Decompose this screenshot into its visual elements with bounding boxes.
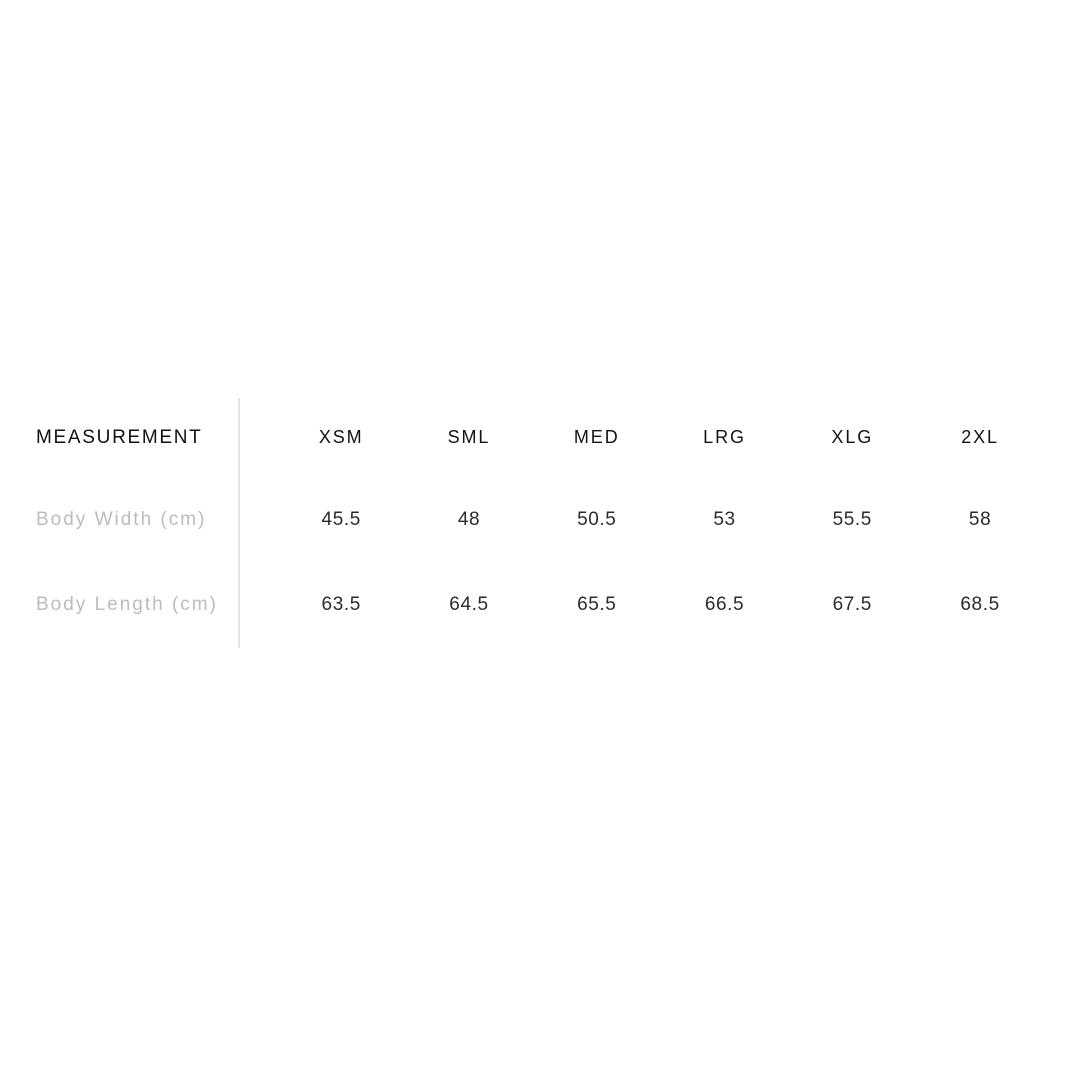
size-header-xlg: XLG (831, 427, 874, 447)
cell-body-width-2xl: 58 (968, 508, 992, 530)
table-row: Body Length (cm) 63.5 64.5 65.5 66.5 67.… (36, 563, 1044, 649)
cell-body-width-med: 50.5 (577, 508, 617, 530)
table-header: MEASUREMENT XSM SML MED LRG XLG 2XL (36, 398, 1044, 477)
size-header-med: MED (573, 427, 620, 447)
row-label-body-width: Body Width (cm) (36, 508, 207, 530)
cell-body-width-sml: 48 (457, 508, 481, 530)
cell-body-length-med: 65.5 (577, 594, 617, 616)
measurement-column-header: MEASUREMENT (36, 426, 203, 448)
cell-body-width-xlg: 55.5 (832, 508, 872, 530)
cell-body-length-2xl: 68.5 (960, 594, 1000, 616)
size-header-sml: SML (447, 427, 491, 447)
size-chart-table: MEASUREMENT XSM SML MED LRG XLG 2XL Body… (36, 398, 1044, 648)
size-header-lrg: LRG (703, 427, 746, 447)
size-header-2xl: 2XL (961, 427, 999, 447)
vertical-divider (238, 398, 240, 648)
size-header-xsm: XSM (318, 427, 364, 447)
table-row: Body Width (cm) 45.5 48 50.5 53 55.5 58 (36, 477, 1044, 563)
cell-body-width-lrg: 53 (713, 508, 736, 530)
cell-body-length-sml: 64.5 (449, 594, 489, 616)
table-header-row: MEASUREMENT XSM SML MED LRG XLG 2XL (36, 398, 1044, 477)
row-label-body-length: Body Length (cm) (36, 594, 218, 616)
table-body: Body Width (cm) 45.5 48 50.5 53 55.5 58 … (36, 477, 1044, 648)
cell-body-length-lrg: 66.5 (704, 594, 745, 616)
cell-body-width-xsm: 45.5 (321, 508, 361, 530)
cell-body-length-xsm: 63.5 (321, 594, 361, 616)
cell-body-length-xlg: 67.5 (832, 594, 872, 616)
